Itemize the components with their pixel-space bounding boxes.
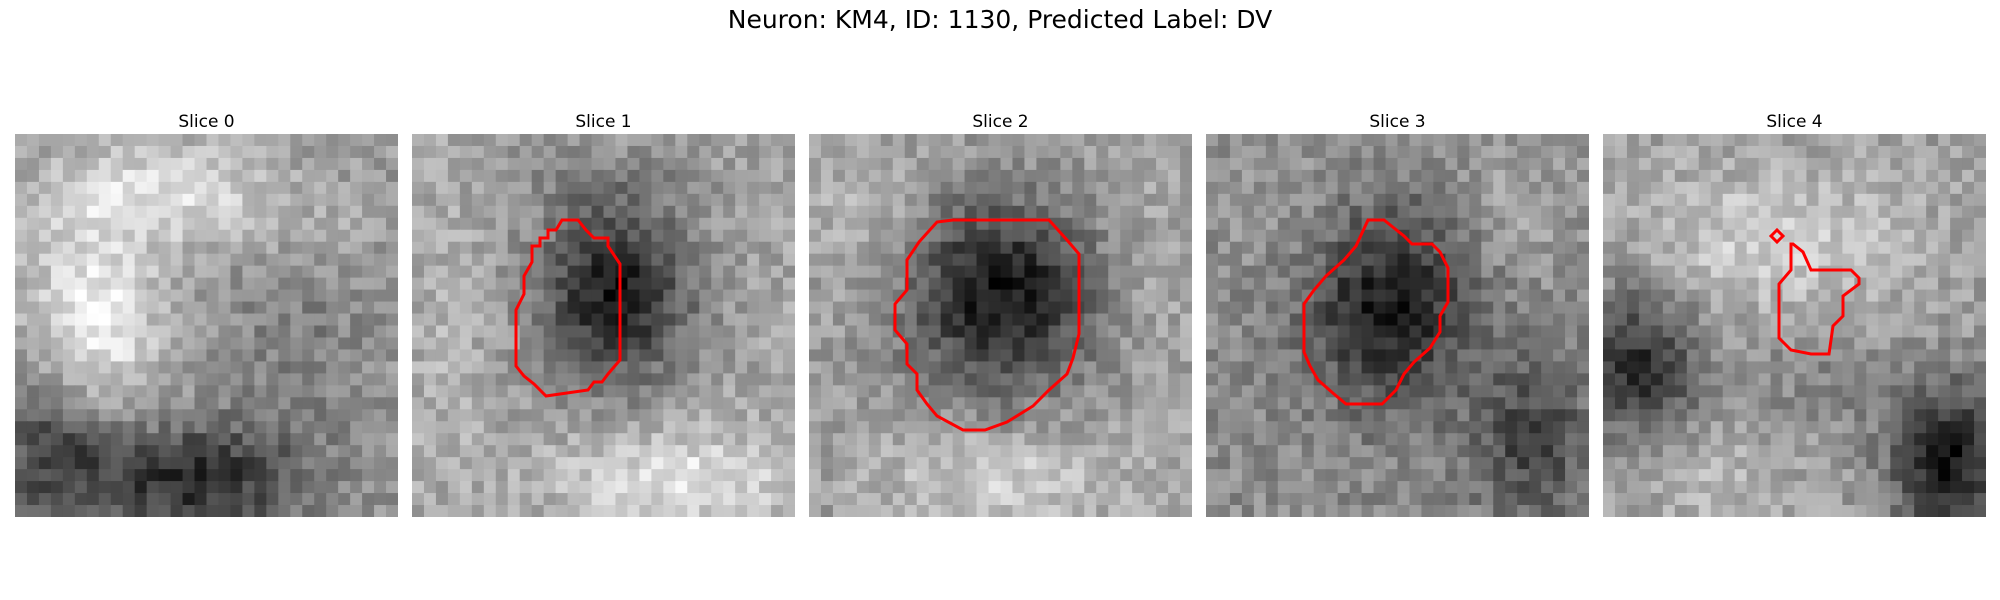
slice-title-1: Slice 1 xyxy=(575,112,632,132)
pixel-grid-2 xyxy=(809,134,1192,517)
pixel-grid-3 xyxy=(1206,134,1589,517)
slice-panel-0: Slice 0 xyxy=(15,110,398,517)
slice-image-2 xyxy=(809,134,1192,517)
slice-title-3: Slice 3 xyxy=(1369,112,1426,132)
slice-image-3 xyxy=(1206,134,1589,517)
segmentation-contour-1 xyxy=(514,218,622,398)
pixel-grid-0 xyxy=(15,134,398,517)
slice-title-0: Slice 0 xyxy=(178,112,235,132)
slice-image-4 xyxy=(1603,134,1986,517)
slice-image-1 xyxy=(412,134,795,517)
segmentation-contour-2 xyxy=(893,218,1081,432)
pixel-grid-1 xyxy=(412,134,795,517)
slice-panel-3: Slice 3 xyxy=(1206,110,1589,517)
slice-panel-2: Slice 2 xyxy=(809,110,1192,517)
slice-title-2: Slice 2 xyxy=(972,112,1029,132)
segmentation-contour-4-fragment xyxy=(1768,227,1786,245)
pixel-grid-4 xyxy=(1603,134,1986,517)
slice-panel-1: Slice 1 xyxy=(412,110,795,517)
slice-panel-4: Slice 4 xyxy=(1603,110,1986,517)
figure-title: Neuron: KM4, ID: 1130, Predicted Label: … xyxy=(727,5,1273,34)
slice-image-0 xyxy=(15,134,398,517)
segmentation-contour-3 xyxy=(1302,218,1450,406)
segmentation-contour-4 xyxy=(1777,242,1861,356)
slice-title-4: Slice 4 xyxy=(1766,112,1823,132)
